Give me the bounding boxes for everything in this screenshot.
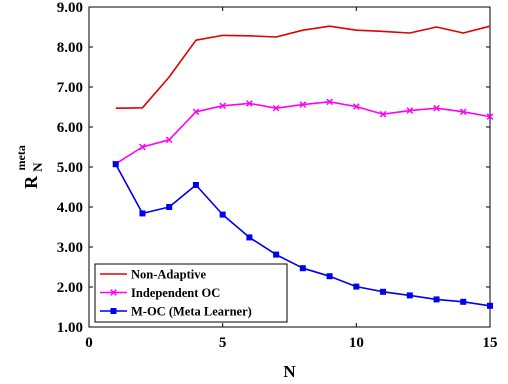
data-point-marker: [219, 102, 226, 110]
data-point-marker: [406, 107, 414, 114]
data-point-marker: [192, 182, 199, 188]
data-point-marker: [406, 292, 413, 299]
data-point-marker: [486, 113, 494, 120]
y-axis-label-base: R: [21, 175, 41, 189]
data-point-marker: [246, 234, 253, 241]
y-axis-label-subscript: N: [30, 162, 45, 172]
data-point-marker: [139, 210, 146, 217]
series-m-oc-meta-learner: [112, 161, 493, 309]
y-tick-label: 2.00: [57, 280, 83, 296]
y-tick-label: 1.00: [57, 320, 83, 336]
y-tick-label: 8.00: [57, 40, 83, 56]
y-tick-label: 3.00: [57, 240, 83, 256]
y-tick-label: 7.00: [57, 80, 83, 96]
data-point-marker: [299, 101, 307, 108]
data-point-marker: [433, 296, 440, 303]
data-point-marker: [219, 211, 226, 218]
axis-ticks: 0 5 10 15 1.00 2.00 3.00 4.00 5.00 6.00 7.00 8.00 9.…: [57, 0, 498, 351]
data-point-marker: [110, 289, 117, 296]
legend-label: Non-Adaptive: [131, 268, 206, 282]
x-tick-label: 15: [483, 335, 498, 351]
legend-label: Independent OC: [131, 286, 220, 300]
data-point-marker: [246, 100, 253, 107]
data-point-marker: [165, 136, 173, 144]
data-point-marker: [326, 98, 333, 106]
data-point-marker: [272, 104, 280, 112]
data-point-marker: [380, 288, 387, 295]
y-tick-label: 4.00: [57, 200, 83, 216]
legend: Non-Adaptive Independent OC M-OC (Meta Lea…: [94, 263, 288, 323]
data-point-marker: [192, 108, 200, 116]
svg-text:R N meta: R N meta: [14, 145, 46, 189]
data-point-marker: [459, 108, 467, 116]
data-point-marker: [487, 302, 493, 309]
data-point-marker: [166, 204, 173, 210]
data-point-marker: [326, 273, 333, 280]
x-tick-label: 5: [219, 335, 227, 351]
data-point-marker: [112, 161, 119, 168]
legend-item: Independent OC: [100, 286, 220, 300]
series-non-adaptive: [115, 25, 491, 109]
data-point-marker: [110, 308, 117, 314]
series-independent-oc: [112, 98, 494, 168]
data-point-marker: [353, 283, 360, 290]
data-point-marker: [460, 298, 467, 305]
x-tick-label: 10: [349, 335, 364, 351]
series-group: [112, 25, 494, 309]
x-tick-label: 0: [85, 335, 93, 351]
y-axis-label: R N meta: [14, 145, 46, 189]
data-point-marker: [299, 265, 306, 272]
legend-label: M-OC (Meta Learner): [131, 305, 252, 319]
data-point-marker: [139, 143, 146, 151]
y-tick-label: 6.00: [57, 120, 83, 136]
data-point-marker: [273, 251, 280, 258]
y-tick-label: 5.00: [57, 160, 83, 176]
series-line: [115, 25, 491, 109]
data-point-marker: [353, 103, 360, 110]
legend-item: M-OC (Meta Learner): [100, 305, 252, 319]
data-point-marker: [379, 110, 387, 118]
legend-item: Non-Adaptive: [100, 268, 206, 282]
x-axis-label: N: [283, 362, 296, 381]
y-axis-label-superscript: meta: [14, 145, 28, 170]
y-tick-label: 9.00: [57, 0, 83, 16]
data-point-marker: [433, 104, 440, 112]
